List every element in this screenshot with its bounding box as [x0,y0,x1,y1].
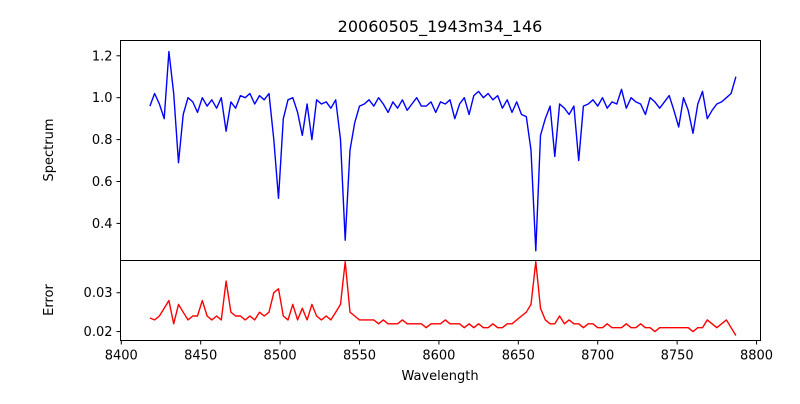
x-tick-label: 8800 [740,349,773,364]
error-axes-frame [120,260,761,341]
y-tick-label: 0.02 [84,325,113,340]
y-tick-label: 0.03 [84,286,113,301]
error-y-label: Error [42,284,57,316]
y-tick-label: 0.4 [92,217,113,232]
x-tick-label: 8450 [184,349,217,364]
x-tick-label: 8600 [422,349,455,364]
spectrum-series-line [149,50,737,252]
chart-title: 20060505_1943m34_146 [338,17,543,37]
y-tick-label: 1.2 [92,49,113,64]
y-tick-label: 0.6 [92,175,113,190]
spectrum-y-label: Spectrum [42,119,57,182]
y-tick-label: 1.0 [92,91,113,106]
y-tick-label: 0.8 [92,133,113,148]
x-tick-label: 8750 [661,349,694,364]
x-tick-label: 8700 [581,349,614,364]
x-tick-label: 8500 [264,349,297,364]
error-series-line [149,261,737,336]
x-tick-label: 8650 [502,349,535,364]
x-axis-label: Wavelength [401,369,478,384]
x-tick-label: 8550 [343,349,376,364]
x-tick-label: 8400 [105,349,138,364]
